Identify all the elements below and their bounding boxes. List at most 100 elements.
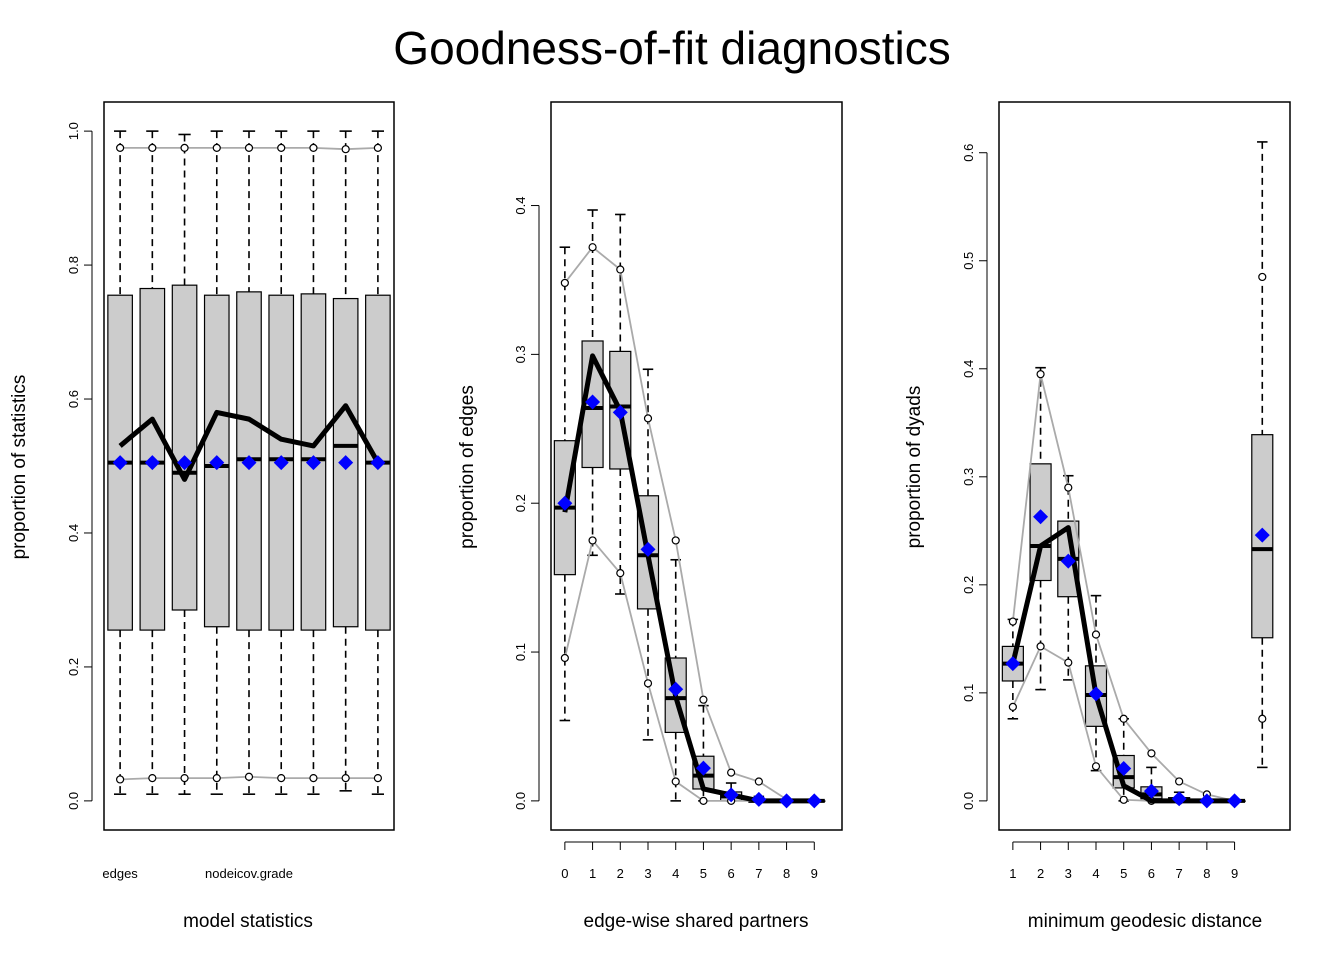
y-tick-label: 0.6 xyxy=(961,144,976,162)
y-tick-label: 0.0 xyxy=(513,792,528,810)
y-tick-label: 0.5 xyxy=(961,252,976,270)
mean-marker xyxy=(305,455,321,471)
plot-frame xyxy=(998,101,1291,831)
mean-marker xyxy=(370,455,386,471)
mean-marker xyxy=(1033,509,1049,525)
mean-marker xyxy=(640,541,656,557)
mean-marker xyxy=(723,787,739,803)
x-axis-label: edge-wise shared partners xyxy=(584,911,809,932)
mean-marker xyxy=(557,495,573,511)
y-tick-label: 1.0 xyxy=(66,122,81,140)
mean-marker xyxy=(241,455,257,471)
lower-bound-point xyxy=(1008,702,1017,711)
plot-frame xyxy=(550,101,843,831)
x-tick-label: 7 xyxy=(755,866,762,881)
lower-bound-point xyxy=(244,772,254,781)
x-tick-label: 1 xyxy=(589,866,596,881)
lower-bound-point xyxy=(1036,642,1045,651)
lower-bound-line xyxy=(563,538,815,802)
x-axis-label: model statistics xyxy=(183,911,313,932)
x-tick-label: 2 xyxy=(1037,866,1044,881)
upper-bound-point xyxy=(1119,714,1128,723)
panel-minimum-geodesic-distance: minimum geodesic distance proportion of … xyxy=(904,101,1291,932)
y-tick-label: 0.4 xyxy=(66,524,81,542)
upper-bound-point xyxy=(277,143,286,152)
x-tick-label: 1 xyxy=(1009,866,1016,881)
upper-bound-point xyxy=(1064,483,1073,492)
x-tick-label: 8 xyxy=(1203,866,1210,881)
lower-bound-point xyxy=(643,679,653,688)
mean-marker xyxy=(144,455,160,471)
box xyxy=(171,284,198,611)
mean-marker xyxy=(695,760,711,776)
lower-bound-point xyxy=(671,777,680,786)
mean-marker xyxy=(612,404,628,420)
upper-bound-point xyxy=(699,695,708,704)
x-tick-label: 9 xyxy=(1231,866,1238,881)
mean-marker xyxy=(1143,783,1159,799)
mean-marker xyxy=(112,455,128,471)
y-tick-label: 0.2 xyxy=(513,494,528,512)
lower-bound-point xyxy=(1258,714,1267,723)
upper-bound-point xyxy=(643,414,653,423)
y-tick-label: 0.0 xyxy=(66,792,81,810)
lower-bound-point xyxy=(341,774,350,783)
y-tick-label: 0.1 xyxy=(961,684,976,702)
x-tick-label: 5 xyxy=(700,866,707,881)
y-tick-label: 0.2 xyxy=(961,576,976,594)
x-tick-label: nodeicov.grade xyxy=(205,866,293,881)
panel-edge-wise-shared-partners: edge-wise shared partners proportion of … xyxy=(457,101,843,932)
y-tick-label: 0.4 xyxy=(513,196,528,214)
lower-bound-point xyxy=(180,774,189,783)
upper-bound-point xyxy=(244,143,254,152)
upper-bound-point xyxy=(754,777,763,786)
x-tick-label: 8 xyxy=(783,866,790,881)
x-tick-label: 3 xyxy=(1065,866,1072,881)
lower-bound-point xyxy=(699,796,708,805)
observed-line xyxy=(1010,525,1235,804)
y-tick-label: 0.3 xyxy=(961,468,976,486)
lower-bound-point xyxy=(309,774,318,783)
upper-bound-point xyxy=(560,278,569,288)
upper-bound-point xyxy=(148,143,157,152)
mean-marker xyxy=(177,455,193,471)
x-tick-label: 9 xyxy=(811,866,818,881)
mean-marker xyxy=(209,455,225,471)
mean-marker xyxy=(1199,793,1215,809)
upper-bound-point xyxy=(727,768,736,777)
x-tick-label: 5 xyxy=(1120,866,1127,881)
y-axis-label: proportion of statistics xyxy=(9,375,30,560)
x-tick-label: 7 xyxy=(1176,866,1183,881)
mean-marker xyxy=(1005,656,1021,672)
x-tick-label: edges xyxy=(102,866,138,881)
upper-bound-point xyxy=(588,243,597,252)
mean-marker xyxy=(1254,527,1270,543)
upper-bound-point xyxy=(116,143,125,152)
upper-bound-point xyxy=(309,143,318,152)
x-tick-label: 6 xyxy=(728,866,735,881)
upper-bound-point xyxy=(1008,617,1017,626)
mean-marker xyxy=(1060,553,1076,569)
lower-bound-point xyxy=(148,774,157,783)
upper-bound-point xyxy=(616,265,625,274)
x-tick-label: 4 xyxy=(1092,866,1099,881)
upper-bound-point xyxy=(373,143,382,152)
upper-bound-point xyxy=(212,143,221,152)
figure-title: Goodness-of-fit diagnostics xyxy=(393,22,950,74)
lower-bound-point xyxy=(373,774,382,783)
upper-bound-point xyxy=(1091,630,1101,639)
observed-line xyxy=(118,403,381,482)
lower-bound-point xyxy=(588,536,597,545)
y-axis-label: proportion of edges xyxy=(457,385,478,549)
mean-marker xyxy=(273,455,289,471)
upper-bound-point xyxy=(341,145,350,154)
x-tick-label: 0 xyxy=(561,866,568,881)
lower-bound-point xyxy=(116,775,125,784)
mean-marker xyxy=(668,681,684,697)
lower-bound-point xyxy=(560,653,569,663)
y-tick-label: 0.0 xyxy=(961,792,976,810)
upper-bound-line xyxy=(564,245,815,802)
mean-marker xyxy=(806,793,822,809)
mean-marker xyxy=(1088,686,1104,702)
